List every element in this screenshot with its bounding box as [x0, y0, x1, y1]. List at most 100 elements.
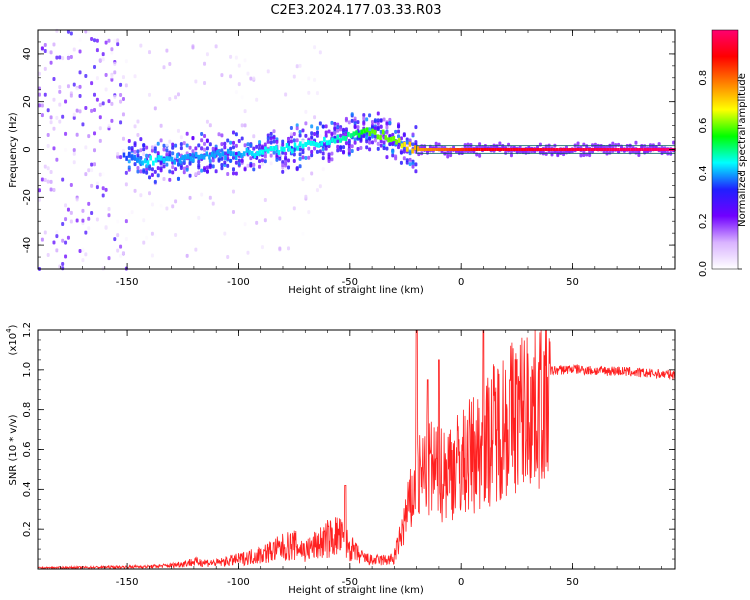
spectrogram-cell — [84, 105, 88, 110]
spectrogram-cell — [104, 117, 108, 122]
spectrogram-cell — [95, 48, 99, 53]
spectrogram-cell — [301, 177, 305, 182]
spectrogram-cell — [107, 213, 111, 218]
spectrogram-cell — [315, 130, 319, 135]
spectrogram-cell — [385, 146, 389, 151]
spectrogram-cell — [72, 160, 76, 165]
spectrogram-cell — [66, 207, 70, 212]
spectrogram-cell — [78, 70, 82, 75]
spectrogram-ridge-cell — [496, 148, 500, 151]
spectrogram-cell — [362, 116, 366, 121]
spectrogram-ridge-cell — [205, 151, 209, 157]
spectrogram-cell — [229, 54, 233, 59]
spectrogram-cell — [49, 187, 53, 192]
spectrogram-ridge-cell — [317, 142, 321, 148]
snr-x-tick-label: 0 — [458, 577, 464, 588]
spectrogram-ridge-cell — [598, 148, 601, 151]
spectrogram-cell — [234, 132, 238, 137]
spectrogram-ridge-cell — [510, 148, 513, 151]
spectrogram-cell — [226, 163, 230, 168]
spectrogram-cell — [229, 158, 233, 163]
spectrogram-ridge-cell — [192, 157, 195, 163]
spectrogram-ridge-cell — [248, 149, 251, 155]
spectrogram-cell — [327, 129, 331, 134]
spectrogram-cell — [333, 126, 337, 131]
spectrogram-cell — [368, 127, 372, 132]
spectrogram-cell — [174, 232, 178, 237]
spectrogram-ridge-cell — [144, 158, 147, 164]
spectrogram-cell — [318, 149, 322, 154]
colorbar-tick-label: 0.2 — [698, 213, 709, 229]
spectrogram-cell — [110, 74, 114, 79]
spectrogram-cell — [368, 147, 372, 152]
spectrogram-cell — [61, 238, 65, 243]
spectrogram-cell — [148, 166, 152, 171]
spectrogram-cell — [84, 252, 88, 257]
spectrogram-ridge-cell — [253, 153, 257, 159]
spectrogram-cell — [64, 147, 68, 152]
spectrogram-cell — [263, 198, 267, 203]
spectrogram-cell — [87, 216, 91, 221]
spectrogram-ridge-cell — [617, 148, 620, 151]
spectrogram-cell — [373, 138, 377, 143]
spectrogram-ridge-cell — [430, 148, 433, 151]
spectrogram-ridge-cell — [245, 147, 249, 153]
spectrogram-ridge-cell — [344, 136, 348, 142]
spectrogram-cell — [98, 172, 102, 177]
spectrogram-cell — [179, 135, 183, 140]
spectrogram-cell — [362, 113, 366, 118]
spectrogram-cell — [217, 69, 221, 74]
spectrogram-cell — [90, 36, 94, 41]
spectrogram-cell — [281, 163, 285, 168]
spectrogram-cell — [388, 120, 392, 125]
spectrogram-cell — [258, 159, 262, 164]
spectrogram-cell — [287, 158, 291, 163]
spectrogram-cell — [127, 165, 131, 170]
spectrogram-ridge-cell — [178, 158, 182, 164]
spectrogram-cell — [90, 108, 94, 113]
spectrogram-cell — [98, 126, 102, 131]
spectrogram-cell — [249, 76, 253, 81]
spectrogram-ridge-cell — [408, 141, 412, 147]
spectrogram-ridge-cell — [603, 148, 607, 151]
spectrogram-ridge-cell — [234, 155, 238, 161]
spectrogram-ridge-cell — [534, 148, 537, 151]
spectrogram-cell — [408, 157, 412, 162]
spectrogram-cell — [165, 148, 169, 153]
spectrogram-ridge-cell — [339, 137, 342, 143]
spectrogram-cell — [145, 235, 149, 240]
spectrogram-ridge-cell — [611, 148, 615, 151]
spectrogram-cell — [324, 146, 328, 151]
spectrogram-cell — [347, 143, 351, 148]
spectrogram-cell — [243, 167, 247, 172]
spectrogram-cell — [107, 124, 111, 129]
spectrogram-cell — [197, 165, 201, 170]
spectrogram-cell — [64, 240, 68, 245]
spectrogram-cell — [249, 163, 253, 168]
spectrogram-cell — [226, 172, 230, 177]
spectrogram-cell — [295, 64, 299, 69]
spectrogram-ridge-cell — [609, 148, 612, 151]
spectrogram-cell — [376, 111, 380, 116]
spectrogram-cell — [40, 177, 44, 182]
spectrogram-cell — [150, 148, 154, 153]
spectrogram-ridge-cell — [601, 148, 604, 151]
spectrogram-cell — [217, 132, 221, 137]
spectrogram-ridge-cell — [472, 148, 476, 151]
spectrogram-ridge-cell — [456, 148, 460, 151]
spectrogram-cell — [243, 109, 247, 114]
spectrogram-ridge-cell — [585, 148, 588, 151]
spectrogram-cell — [84, 145, 88, 150]
spectrogram-ridge-cell — [574, 148, 577, 151]
spectrogram-cell — [110, 50, 114, 55]
spectrogram-cell — [156, 141, 160, 146]
spectrogram-cell — [107, 256, 111, 261]
spectrogram-cell — [214, 169, 218, 174]
spectrogram-cell — [61, 222, 65, 227]
spectrogram-cell — [66, 84, 70, 89]
spectrogram-cell — [46, 49, 50, 54]
spectrogram-cell — [90, 211, 94, 216]
spectrogram-cell — [243, 58, 247, 63]
spectrogram-cell — [136, 149, 140, 154]
spectrogram-ridge-cell — [274, 145, 278, 151]
